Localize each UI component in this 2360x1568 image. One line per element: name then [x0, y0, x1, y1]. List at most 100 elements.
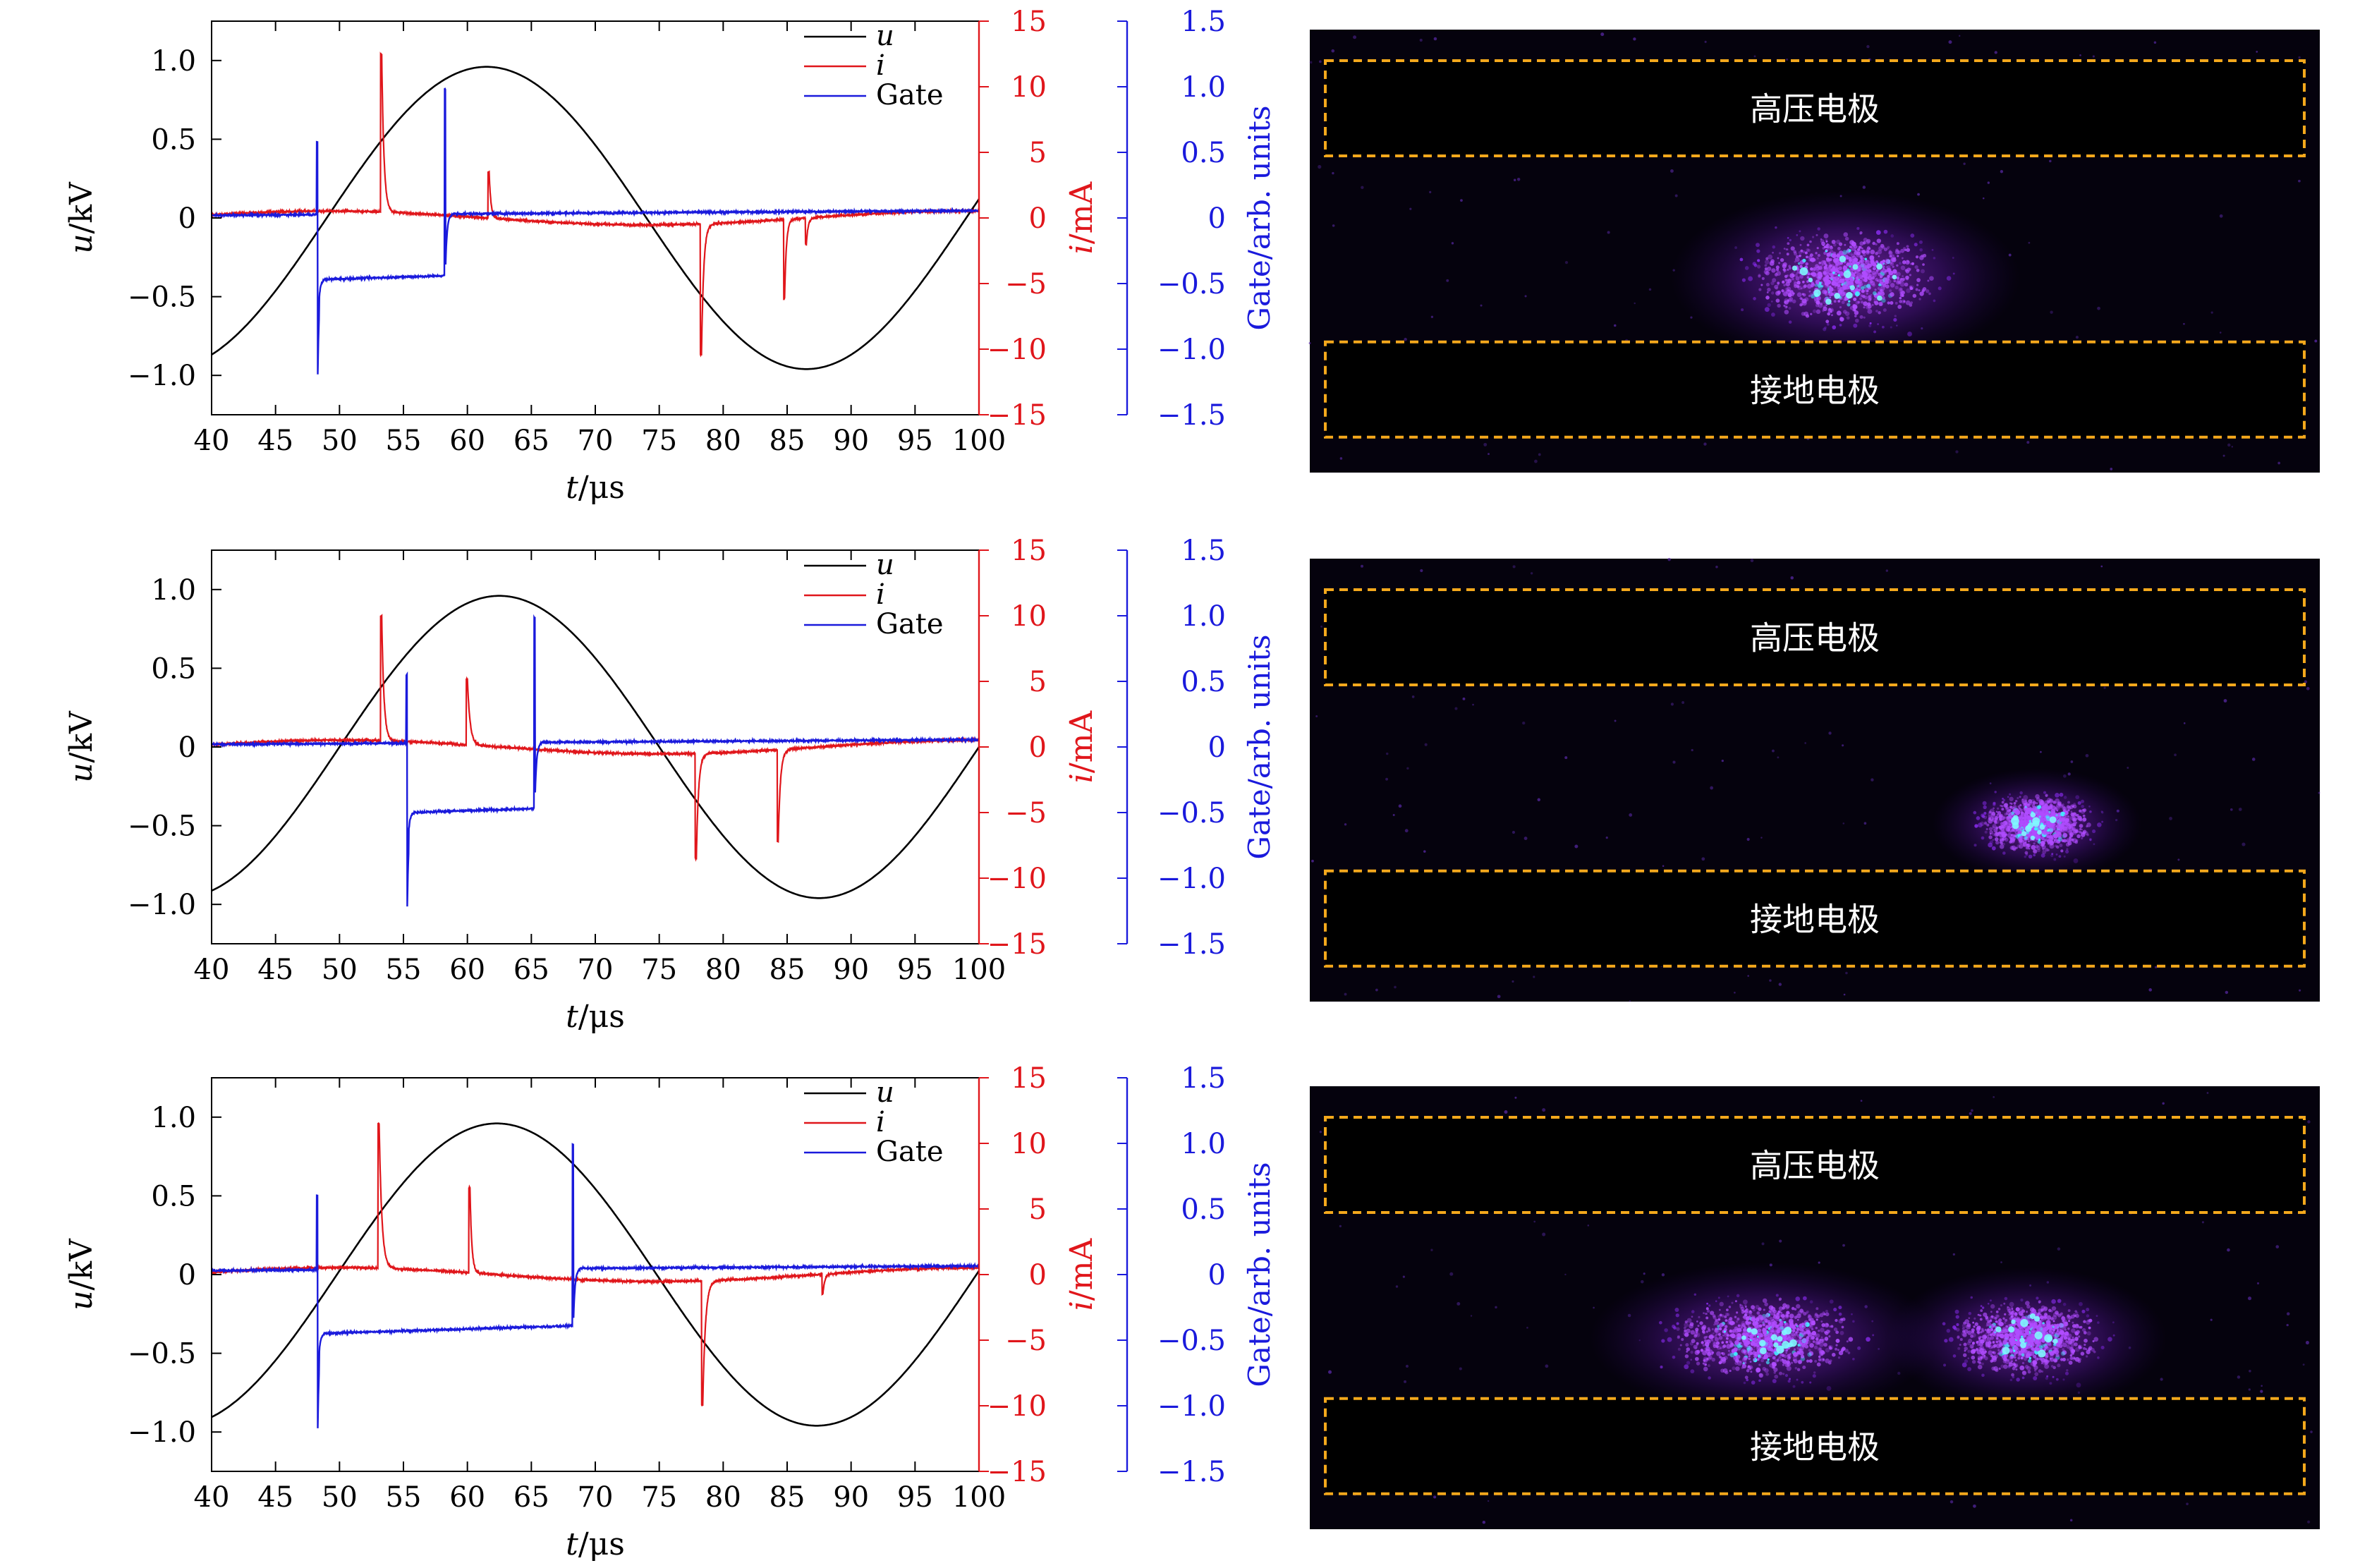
emission-dot [1830, 308, 1834, 312]
electrode-box-ground [1324, 340, 2306, 439]
noise-speckle [1487, 1500, 1490, 1502]
emission-dot [2017, 805, 2021, 808]
emission-dot [1795, 1332, 1798, 1335]
voltage-series-line [212, 595, 979, 899]
emission-dot [1918, 240, 1923, 244]
emission-dot [1893, 317, 1897, 322]
emission-dot [2045, 834, 2049, 838]
y1-tick-label: −1.0 [128, 889, 196, 921]
emission-dot [1954, 1309, 1959, 1314]
emission-dot [1887, 277, 1890, 281]
noise-speckle [1670, 169, 1674, 173]
noise-speckle [1667, 557, 1671, 561]
emission-dot [1808, 294, 1811, 298]
emission-dot [1848, 300, 1851, 303]
y1-axis-label-unit: /kV [63, 1238, 99, 1290]
emission-dot [1890, 254, 1895, 259]
emission-dot [1948, 1337, 1954, 1342]
emission-dot [1890, 292, 1894, 297]
emission-dot [1959, 1343, 1961, 1347]
emission-dot [1758, 274, 1761, 278]
emission-dot [1859, 281, 1863, 286]
noise-speckle [1309, 61, 1313, 64]
emission-dot [1706, 1357, 1709, 1361]
emission-dot [1800, 236, 1805, 241]
noise-speckle [1885, 569, 1889, 572]
y2-tick-label: −10 [987, 1390, 1047, 1423]
emission-dot [1854, 315, 1857, 317]
emission-dot [1813, 274, 1816, 277]
emission-dot [1677, 1347, 1681, 1351]
emission-dot [1818, 1330, 1820, 1332]
emission-dot [1978, 822, 1983, 828]
noise-speckle [2256, 51, 2258, 53]
emission-dot [2081, 837, 2084, 840]
emission-dot [1914, 243, 1918, 247]
emission-dot [1894, 301, 1898, 305]
y2-axis-label: i/mA [1064, 1238, 1100, 1311]
y1-axis-label: u/kV [63, 181, 99, 254]
x-axis-label: t/μs [566, 999, 625, 1035]
noise-speckle [2092, 55, 2095, 58]
emission-dot [2028, 1356, 2031, 1360]
emission-dot [2070, 810, 2073, 813]
emission-dot [2048, 822, 2051, 826]
emission-dot [1792, 299, 1796, 304]
y3-tick-label: 0.5 [1181, 137, 1226, 169]
emission-dot [2038, 836, 2041, 839]
emission-dot [1795, 1296, 1801, 1301]
emission-dot [1734, 1339, 1739, 1345]
emission-dot [1808, 1359, 1813, 1363]
noise-speckle [1640, 1280, 1644, 1284]
emission-dot [1754, 1321, 1758, 1325]
emission-dot [1823, 272, 1827, 275]
emission-dot [1768, 254, 1773, 260]
emission-dot [1893, 317, 1897, 322]
emission-dot [1796, 281, 1801, 285]
emission-dot [1833, 281, 1837, 286]
emission-dot [1767, 1333, 1771, 1337]
y2-tick-label: −5 [1005, 797, 1047, 829]
emission-dot [1717, 1325, 1720, 1327]
emission-dot [1899, 300, 1902, 303]
legend-label-u: u [876, 549, 894, 581]
emission-dot [1903, 300, 1906, 303]
emission-dot [1715, 1341, 1720, 1345]
noise-speckle [1462, 697, 1466, 700]
emission-dot [2048, 806, 2050, 809]
emission-dot [2018, 825, 2024, 831]
emission-dot [1825, 292, 1829, 296]
emission-dot [1835, 272, 1837, 276]
emission-dot [1850, 272, 1856, 276]
emission-dot [2048, 798, 2053, 803]
noise-speckle [2225, 990, 2229, 995]
emission-dot [2036, 808, 2040, 812]
chart-panel-1: 40 45 50 55 60 65 70 75 80 85 90 95 100t/μs1.00.50−0… [63, 6, 2320, 506]
noise-speckle [1319, 60, 1322, 63]
emission-dot [2066, 1369, 2069, 1372]
y3-tick-label: 1.0 [1181, 71, 1226, 104]
emission-dot [1766, 291, 1769, 293]
emission-dot [1775, 286, 1778, 290]
x-tick-label: 55 [386, 425, 422, 457]
noise-speckle [2306, 686, 2310, 691]
emission-dot [1866, 289, 1869, 293]
emission-hotspot [2012, 822, 2019, 829]
emission-dot [1896, 276, 1900, 280]
noise-speckle [1746, 837, 1750, 841]
emission-dot [2057, 1299, 2062, 1303]
y3-tick-label: 1.5 [1181, 6, 1226, 38]
noise-speckle [1574, 844, 1579, 849]
emission-dot [1849, 268, 1852, 271]
emission-dot [1809, 1381, 1812, 1384]
emission-dot [1993, 801, 1996, 805]
emission-hotspot [2049, 816, 2057, 824]
emission-dot [1777, 257, 1780, 260]
emission-dot [1885, 284, 1890, 288]
emission-dot [1774, 284, 1779, 289]
emission-dot [1784, 1362, 1790, 1368]
y3-tick-label: 1.0 [1181, 600, 1226, 633]
emission-dot [1995, 826, 1999, 829]
emission-dot [1690, 1359, 1693, 1361]
current-series-line [212, 1122, 979, 1406]
